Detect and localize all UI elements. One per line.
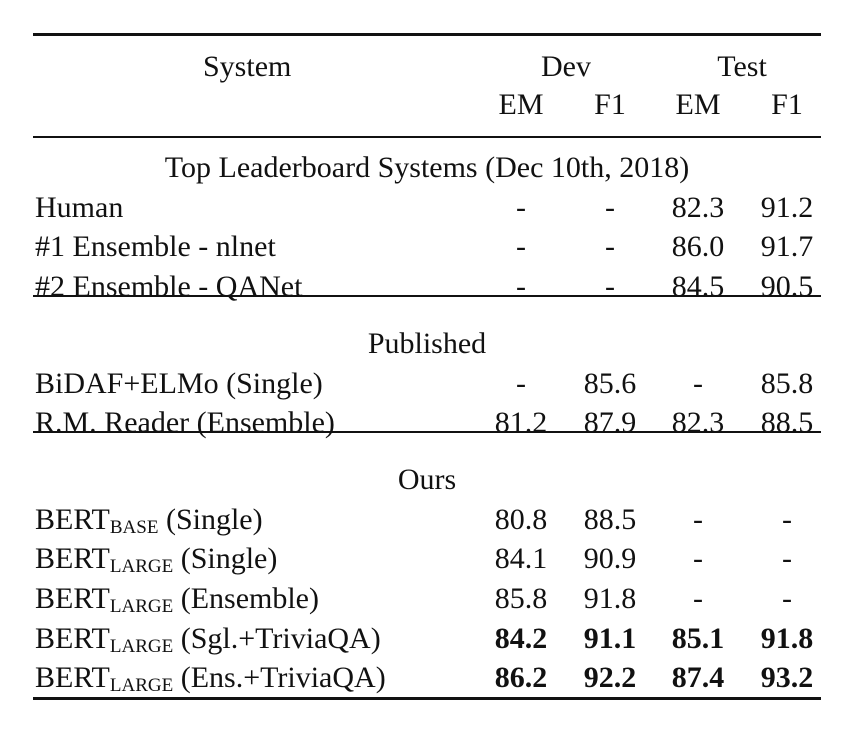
row-system: R.M. Reader (Ensemble) <box>35 405 335 441</box>
score-cell: 82.3 <box>671 406 725 440</box>
score-cell: 85.8 <box>760 366 814 400</box>
row-system: BERTLARGE (Sgl.+TriviaQA) <box>35 621 381 657</box>
score-cell: 82.3 <box>671 190 725 224</box>
score-cell: - <box>693 542 703 576</box>
header-dev: Dev <box>541 50 591 83</box>
system-suffix: (Ensemble) <box>173 582 319 615</box>
score-cell: 92.2 <box>583 661 637 695</box>
section-title: Ours <box>397 462 457 496</box>
system-suffix: (Sgl.+TriviaQA) <box>173 621 381 655</box>
column-header: F1 <box>594 88 626 121</box>
system-name: R.M. Reader (Ensemble) <box>35 406 335 440</box>
row-system: BERTLARGE (Ens.+TriviaQA) <box>35 660 386 696</box>
top-rule <box>33 33 821 36</box>
score-cell: - <box>693 502 703 536</box>
score-cell: - <box>516 190 526 224</box>
system-name: Human <box>35 190 124 224</box>
system-subscript: LARGE <box>109 675 174 697</box>
score-cell: 90.5 <box>760 270 814 304</box>
score-cell: 80.8 <box>494 502 548 536</box>
score-cell: 93.2 <box>760 661 814 695</box>
score-cell: 85.6 <box>583 366 637 400</box>
score-cell: - <box>782 582 792 615</box>
section-rule <box>33 430 821 433</box>
system-name: BiDAF+ELMo (Single) <box>35 366 323 400</box>
score-cell: - <box>605 190 615 224</box>
score-cell: - <box>782 542 792 576</box>
system-subscript: LARGE <box>109 556 174 578</box>
system-name: BERT <box>35 582 110 615</box>
system-name: BERT <box>35 542 110 576</box>
system-suffix: (Single) <box>158 502 263 536</box>
score-cell: 84.5 <box>671 270 725 304</box>
section-title: Top Leaderboard Systems (Dec 10th, 2018) <box>164 151 690 184</box>
header-rule <box>33 136 821 138</box>
score-cell: 84.1 <box>494 542 548 576</box>
system-name: #2 Ensemble - QANet <box>35 270 303 304</box>
score-cell: 90.9 <box>583 542 637 576</box>
score-cell: 91.8 <box>760 621 814 655</box>
score-cell: 86.2 <box>494 661 548 695</box>
column-header: EM <box>675 88 721 121</box>
system-name: BERT <box>35 502 110 536</box>
score-cell: 87.4 <box>671 661 725 695</box>
system-name: #1 Ensemble - nlnet <box>35 230 276 264</box>
score-cell: 91.2 <box>760 190 814 224</box>
row-system: BERTLARGE (Ensemble) <box>35 581 319 617</box>
score-cell: 86.0 <box>671 230 725 264</box>
score-cell: 91.8 <box>583 582 637 615</box>
score-cell: - <box>782 502 792 536</box>
row-system: BERTBASE (Single) <box>35 502 263 538</box>
score-cell: - <box>605 270 615 304</box>
header-system: System <box>203 50 292 83</box>
system-name: BERT <box>35 621 110 655</box>
score-cell: 91.1 <box>583 621 637 655</box>
row-system: #1 Ensemble - nlnet <box>35 229 276 265</box>
bottom-rule <box>33 697 821 701</box>
section-rule <box>33 294 821 297</box>
score-cell: 87.9 <box>583 406 637 440</box>
score-cell: - <box>516 270 526 304</box>
system-subscript: BASE <box>109 516 159 538</box>
score-cell: 84.2 <box>494 621 548 655</box>
header-test: Test <box>717 50 767 83</box>
score-cell: - <box>693 366 703 400</box>
score-cell: 81.2 <box>494 406 548 440</box>
score-cell: - <box>516 230 526 264</box>
section-title: Published <box>367 326 487 360</box>
score-cell: - <box>693 582 703 615</box>
system-name: BERT <box>35 661 110 695</box>
column-header: F1 <box>771 88 803 121</box>
row-system: Human <box>35 190 123 226</box>
score-cell: 85.1 <box>671 621 725 655</box>
column-header: EM <box>498 88 544 121</box>
system-suffix: (Ens.+TriviaQA) <box>173 661 386 695</box>
score-cell: - <box>605 230 615 264</box>
row-system: BiDAF+ELMo (Single) <box>35 366 323 402</box>
system-subscript: LARGE <box>109 635 174 657</box>
row-system: BERTLARGE (Single) <box>35 541 277 577</box>
score-cell: - <box>516 366 526 400</box>
score-cell: 85.8 <box>494 582 548 615</box>
row-system: #2 Ensemble - QANet <box>35 269 302 305</box>
system-suffix: (Single) <box>173 542 278 576</box>
score-cell: 88.5 <box>583 502 637 536</box>
system-subscript: LARGE <box>109 596 174 617</box>
score-cell: 91.7 <box>760 230 814 264</box>
score-cell: 88.5 <box>760 406 814 440</box>
